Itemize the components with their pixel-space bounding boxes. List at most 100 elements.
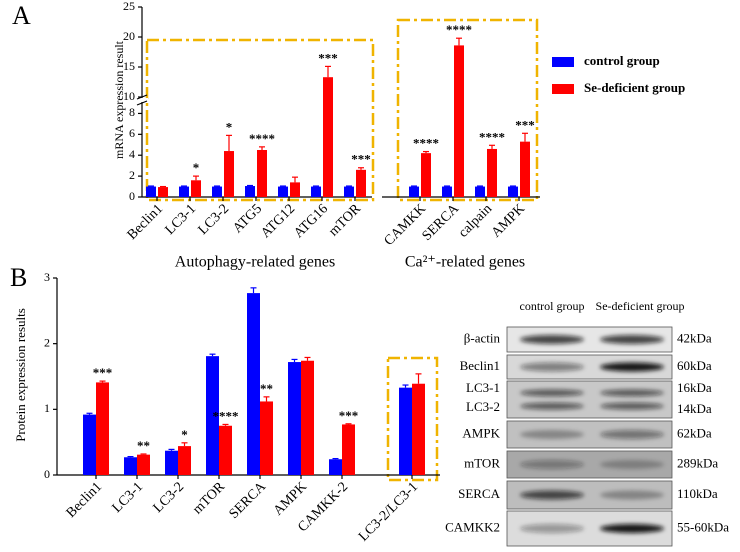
- y-axis-title: Protein expression results: [13, 308, 28, 442]
- blot-band: [520, 362, 584, 372]
- x-tick-label: LC3-2: [151, 479, 187, 515]
- blot-row-label: LC3-2: [466, 399, 500, 414]
- blot-band: [600, 402, 664, 410]
- blot-band: [520, 490, 584, 500]
- bar: [224, 151, 234, 197]
- significance-label: ****: [446, 22, 472, 37]
- significance-label: **: [137, 438, 150, 453]
- significance-label: ****: [249, 131, 275, 146]
- x-tick-label: calpain: [456, 201, 495, 240]
- significance-label: *: [193, 160, 200, 175]
- significance-label: ***: [93, 365, 113, 380]
- blot-row-label: CAMKK2: [445, 519, 500, 534]
- bar: [454, 45, 464, 198]
- bar: [409, 186, 419, 197]
- bar: [412, 383, 425, 475]
- blot-row-label: mTOR: [464, 455, 500, 470]
- bar: [146, 186, 156, 197]
- blot-size-label: 60kDa: [677, 358, 712, 373]
- y-tick-label: 0: [129, 189, 135, 203]
- blot-column-label: Se-deficient group: [596, 299, 685, 313]
- blot-size-label: 62kDa: [677, 425, 712, 440]
- highlight-box: [145, 38, 375, 202]
- significance-label: ***: [515, 117, 535, 132]
- blot-band: [600, 389, 664, 397]
- significance-label: ***: [339, 408, 359, 423]
- highlight-box: [386, 356, 439, 482]
- bar: [323, 77, 333, 197]
- bar: [301, 360, 314, 475]
- y-tick-label: 6: [129, 126, 135, 140]
- blot-band: [520, 335, 584, 344]
- bar: [245, 186, 255, 197]
- x-tick-label: LC3-1: [163, 201, 199, 237]
- bar: [311, 186, 321, 197]
- group-label: Autophagy-related genes: [175, 254, 335, 271]
- y-tick-label: 2: [44, 335, 50, 349]
- bar: [520, 141, 530, 197]
- blot-size-label: 42kDa: [677, 330, 712, 345]
- blot-row-label: AMPK: [462, 425, 500, 440]
- axis-break-mark: [136, 100, 148, 106]
- bar: [96, 382, 109, 475]
- bar: [288, 362, 301, 475]
- panel-letter: B: [10, 263, 27, 292]
- bar: [329, 459, 342, 475]
- bar: [442, 186, 452, 197]
- bar: [124, 457, 137, 475]
- blot-row-label: SERCA: [458, 486, 501, 501]
- x-tick-label: mTOR: [190, 479, 228, 517]
- bar: [178, 446, 191, 475]
- bar: [219, 425, 232, 475]
- x-tick-label: Beclin1: [64, 479, 105, 520]
- y-axis-title: mRNA expression result: [112, 40, 126, 159]
- legend-swatch: [552, 84, 574, 94]
- blot-band: [520, 430, 584, 439]
- y-tick-label: 2: [129, 168, 135, 182]
- blot-band: [520, 524, 584, 533]
- bar: [165, 450, 178, 475]
- blot-band: [600, 460, 664, 469]
- blot-band: [600, 490, 664, 500]
- y-tick-label: 8: [129, 105, 135, 119]
- x-tick-label: LC3-2: [196, 201, 232, 237]
- x-tick-label: SERCA: [420, 201, 463, 244]
- blot-column-label: control group: [520, 299, 585, 313]
- legend-swatch: [552, 57, 574, 67]
- significance-label: **: [260, 381, 273, 396]
- bar: [475, 186, 485, 197]
- bar: [399, 387, 412, 475]
- significance-label: *: [226, 119, 233, 134]
- x-tick-label: ATG12: [258, 201, 298, 241]
- group-label: Ca²⁺-related genes: [405, 254, 525, 271]
- bar: [278, 186, 288, 197]
- bar: [83, 414, 96, 475]
- bar: [487, 148, 497, 197]
- bar: [421, 153, 431, 197]
- blot-size-label: 14kDa: [677, 401, 712, 416]
- bar: [344, 186, 354, 197]
- axis-break: [136, 98, 148, 102]
- x-tick-label: SERCA: [227, 479, 270, 522]
- blot-lane: [506, 380, 673, 419]
- blot-band: [600, 430, 664, 439]
- bar: [212, 186, 222, 197]
- x-tick-label: LC3-2/LC3-1: [356, 479, 421, 544]
- x-tick-label: AMPK: [489, 201, 528, 240]
- y-tick-label: 4: [129, 147, 135, 161]
- blot-band: [600, 524, 664, 533]
- y-tick-label: 25: [123, 0, 135, 13]
- blot-size-label: 16kDa: [677, 380, 712, 395]
- blot-band: [600, 362, 664, 372]
- bar: [247, 293, 260, 475]
- x-tick-label: CAMKK: [382, 201, 429, 248]
- bar: [257, 150, 267, 197]
- blot-band: [520, 389, 584, 397]
- significance-label: *: [181, 427, 188, 442]
- y-tick-label: 10: [123, 89, 135, 103]
- y-tick-label: 3: [44, 270, 50, 284]
- significance-label: ****: [479, 129, 505, 144]
- legend-label: Se-deficient group: [584, 80, 685, 95]
- y-tick-label: 20: [123, 29, 135, 43]
- bar: [290, 182, 300, 197]
